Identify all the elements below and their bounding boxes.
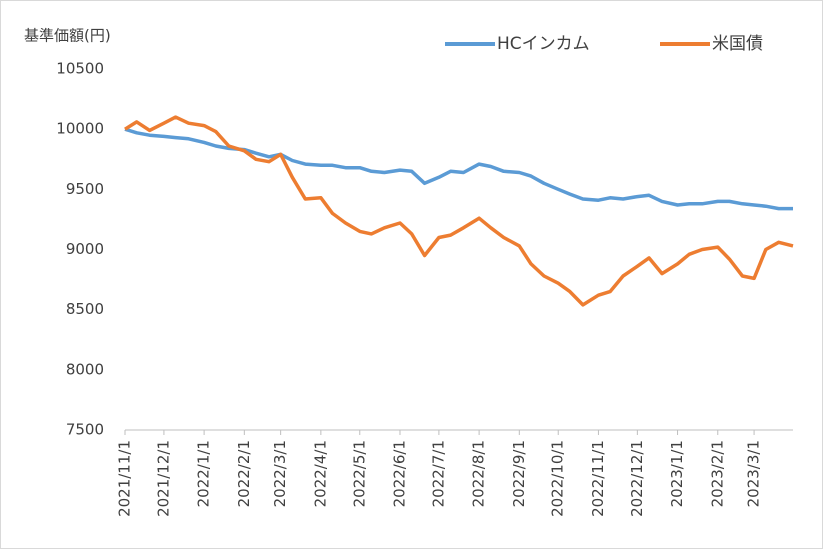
x-tick-label: 2023/2/1 bbox=[708, 440, 726, 507]
x-tick-label: 2022/4/1 bbox=[311, 440, 329, 507]
y-tick-label: 8000 bbox=[66, 360, 104, 378]
y-tick-label: 9000 bbox=[66, 240, 104, 258]
x-tick-label: 2022/2/1 bbox=[235, 440, 253, 507]
x-tick-label: 2022/8/1 bbox=[470, 440, 488, 507]
x-tick-label: 2022/5/1 bbox=[350, 440, 368, 507]
x-tick-label: 2021/12/1 bbox=[154, 440, 172, 517]
x-tick-label: 2022/12/1 bbox=[628, 440, 646, 517]
x-tick-label: 2022/10/1 bbox=[549, 440, 567, 517]
y-tick-label: 10000 bbox=[56, 120, 104, 138]
x-tick-label: 2022/6/1 bbox=[390, 440, 408, 507]
y-tick-label: 8500 bbox=[66, 300, 104, 318]
x-tick-label: 2022/7/1 bbox=[429, 440, 447, 507]
legend-label: HCインカム bbox=[497, 34, 590, 54]
x-tick-label: 2022/3/1 bbox=[271, 440, 289, 507]
x-tick-label: 2022/1/1 bbox=[195, 440, 213, 507]
y-tick-label: 7500 bbox=[66, 421, 104, 439]
legend-label: 米国債 bbox=[712, 34, 763, 54]
x-tick-label: 2023/3/1 bbox=[745, 440, 763, 507]
x-tick-label: 2022/11/1 bbox=[589, 440, 607, 517]
x-tick-label: 2021/11/1 bbox=[116, 440, 134, 517]
x-tick-label: 2023/1/1 bbox=[668, 440, 686, 507]
x-tick-label: 2022/9/1 bbox=[510, 440, 528, 507]
y-axis-label: 基準価額(円) bbox=[24, 27, 111, 45]
y-tick-label: 10500 bbox=[56, 60, 104, 78]
series-line bbox=[124, 115, 794, 307]
y-tick-label: 9500 bbox=[66, 180, 104, 198]
